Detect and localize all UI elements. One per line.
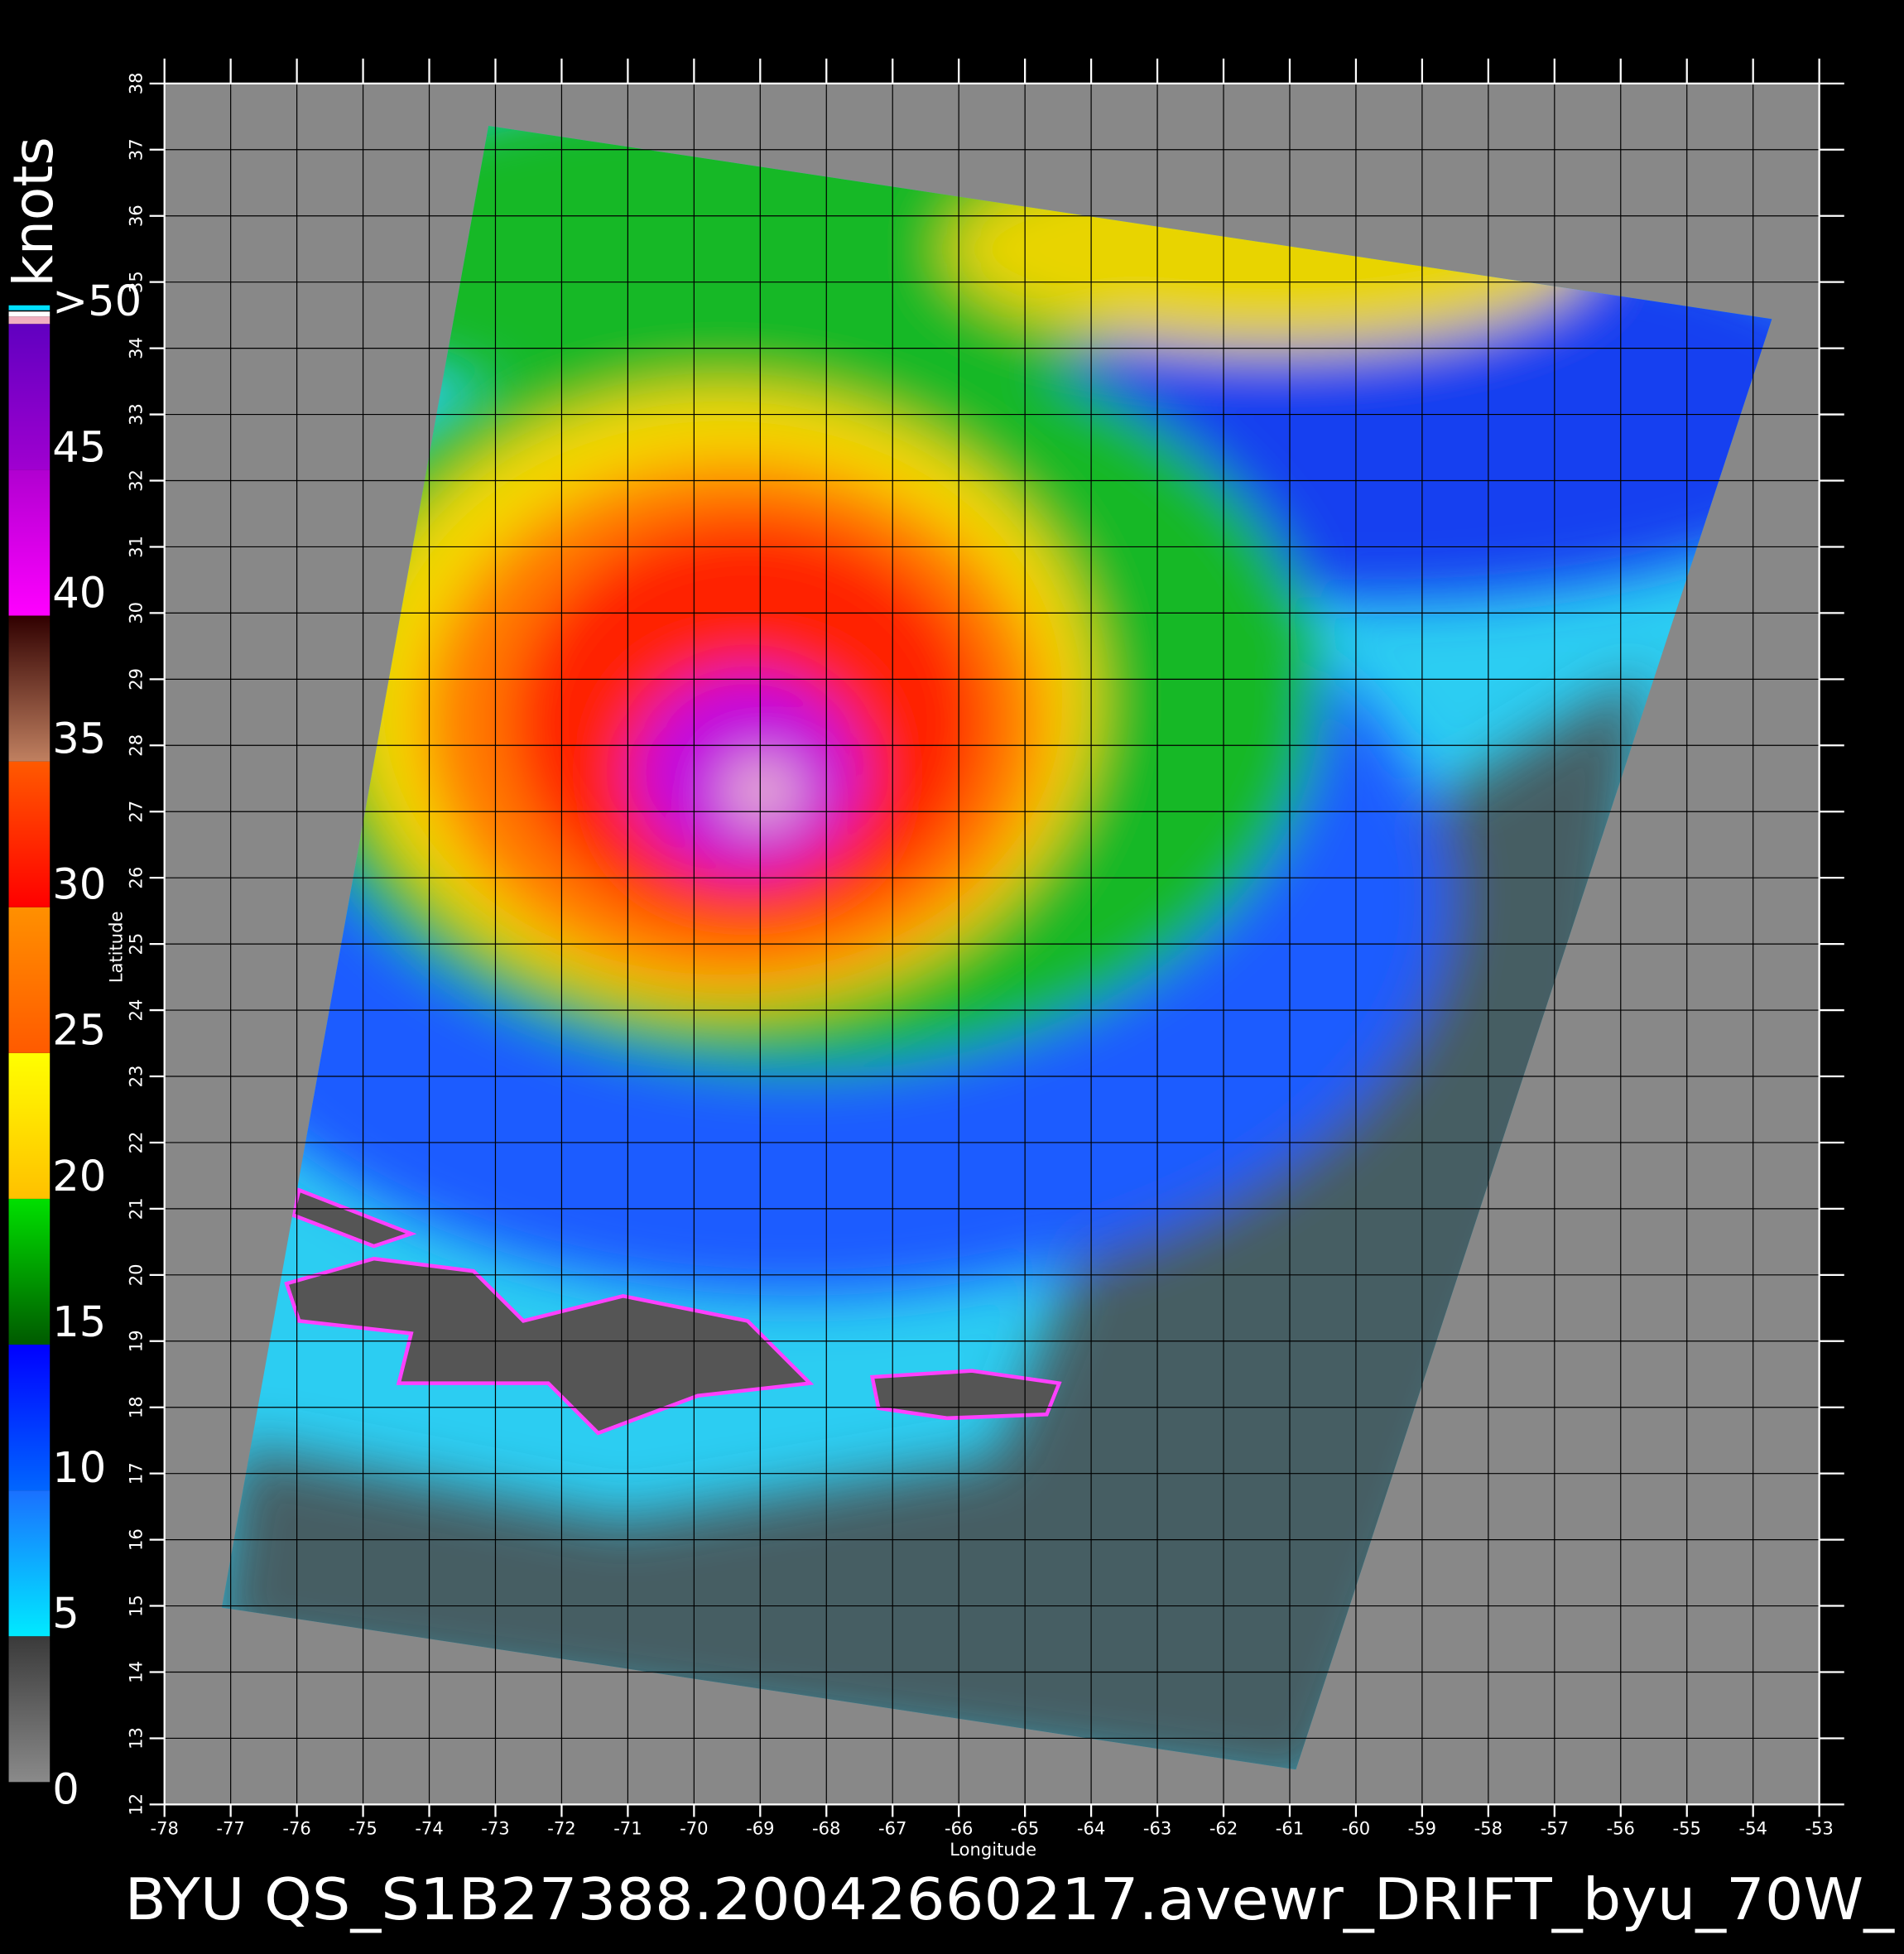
x-tick-label: -70 [680,1818,708,1839]
x-tick-label: -69 [746,1818,774,1839]
colorbar-label: 30 [52,861,106,910]
x-tick-label: -75 [349,1818,377,1839]
colorbar-band [8,1636,50,1783]
island [869,1369,1062,1421]
x-tick-label: -54 [1738,1818,1767,1839]
axes: -78 -77 -76 -75 -74 -73 -72 -71 -70 -69 -68 -67 -66 -… [126,58,1844,1839]
plot-frame [163,82,1820,1806]
x-tick-label: -67 [878,1818,906,1839]
colorbar-band [8,469,50,616]
y-tick-label: 26 [126,867,147,889]
x-tick-label: -72 [547,1818,575,1839]
colorbar-band [8,1345,50,1491]
y-tick-label: 13 [126,1727,147,1749]
x-tick-label: -76 [282,1818,310,1839]
x-tick-label: -60 [1342,1818,1370,1839]
x-tick-label: -62 [1209,1818,1238,1839]
island [291,1187,417,1249]
x-tick-label: -64 [1077,1818,1105,1839]
y-tick-label: 34 [126,337,147,359]
colorbar-band [8,761,50,907]
x-tick-label: -61 [1276,1818,1304,1839]
colorbar-label: >50 [52,277,142,326]
y-tick-label: 21 [126,1197,147,1220]
colorbar-band [8,615,50,762]
y-tick-label: 28 [126,734,147,757]
colorbar-band [8,324,50,470]
y-tick-label: 37 [126,138,147,161]
x-tick-label: -68 [812,1818,840,1839]
figure-title: BYU QS_S1B27388.20042660217.avewr_DRIFT_… [125,1867,1896,1933]
colorbar-label: 5 [52,1590,79,1639]
x-tick-label: -55 [1673,1818,1701,1839]
x-tick-label: -77 [216,1818,244,1839]
x-tick-label: -63 [1143,1818,1171,1839]
y-tick-label: 38 [126,72,147,94]
y-tick-label: 27 [126,801,147,823]
y-tick-label: 18 [126,1396,147,1418]
y-tick-label: 15 [126,1595,147,1617]
colorbar-band [8,1198,50,1345]
y-tick-label: 24 [126,999,147,1022]
colorbar-label: 25 [52,1007,106,1056]
y-tick-label: 29 [126,668,147,691]
colorbar-label: 0 [52,1765,79,1814]
colorbar-label: 45 [52,423,106,472]
y-tick-label: 19 [126,1330,147,1352]
colorbar-label: 10 [52,1444,106,1493]
colorbar: 0 5 10 15 20 25 30 35 40 45 >50 [8,277,142,1814]
x-tick-label: -73 [481,1818,509,1839]
y-tick-label: 23 [126,1066,147,1088]
y-tick-label: 31 [126,536,147,558]
x-tick-label: -65 [1011,1818,1039,1839]
x-tick-label: -58 [1474,1818,1503,1839]
x-tick-label: -56 [1607,1818,1635,1839]
colorbar-label: 20 [52,1153,106,1201]
y-tick-label: 16 [126,1528,147,1551]
colorbar-band [8,907,50,1053]
y-tick-label: 36 [126,205,147,227]
y-tick-label: 12 [126,1793,147,1816]
y-tick-label: 35 [126,271,147,293]
y-tick-label: 30 [126,602,147,624]
colorbar-unit: knots [2,137,65,286]
y-tick-label: 25 [126,933,147,955]
y-axis-label: Latitude [106,912,127,984]
x-tick-label: -57 [1541,1818,1569,1839]
x-tick-label: -78 [150,1818,178,1839]
colorbar-label: 40 [52,569,106,618]
island [284,1256,815,1436]
y-tick-label: 20 [126,1263,147,1286]
x-tick-label: -74 [415,1818,443,1839]
colorbar-label: 35 [52,715,106,764]
y-tick-label: 32 [126,469,147,492]
x-axis-label: Longitude [950,1839,1036,1860]
y-tick-label: 33 [126,403,147,426]
y-tick-label: 17 [126,1462,147,1485]
x-tick-label: -59 [1408,1818,1436,1839]
x-tick-label: -71 [613,1818,642,1839]
x-tick-label: -66 [945,1818,973,1839]
colorbar-label: 15 [52,1298,106,1347]
y-tick-label: 14 [126,1661,147,1683]
y-tick-label: 22 [126,1132,147,1154]
colorbar-band [8,1052,50,1199]
x-tick-label: -53 [1805,1818,1833,1839]
colorbar-band [8,1490,50,1637]
